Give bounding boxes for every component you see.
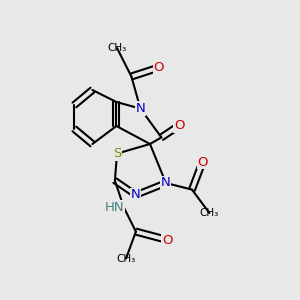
Text: S: S (113, 147, 121, 160)
Text: N: N (136, 102, 145, 115)
Text: CH₃: CH₃ (107, 43, 127, 53)
Text: N: N (161, 176, 171, 190)
Text: O: O (174, 119, 185, 132)
Text: CH₃: CH₃ (200, 208, 219, 218)
Text: N: N (131, 188, 141, 202)
Text: CH₃: CH₃ (116, 254, 136, 264)
Text: O: O (154, 61, 164, 74)
Text: O: O (197, 155, 208, 169)
Text: O: O (162, 233, 173, 247)
Text: HN: HN (104, 201, 124, 214)
